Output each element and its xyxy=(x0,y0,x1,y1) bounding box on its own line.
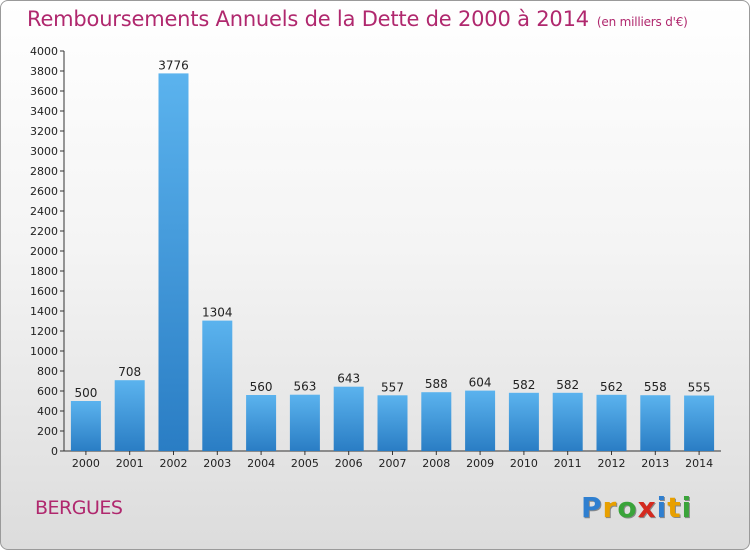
chart-title-text: Remboursements Annuels de la Dette de 20… xyxy=(27,7,589,31)
data-label: 563 xyxy=(293,380,316,394)
x-tick-label: 2007 xyxy=(379,457,407,470)
y-tick-label: 600 xyxy=(37,385,58,398)
x-tick-label: 2000 xyxy=(72,457,100,470)
bar xyxy=(508,392,539,451)
y-tick-label: 2800 xyxy=(30,165,58,178)
data-label: 562 xyxy=(600,380,623,394)
bar xyxy=(246,395,277,451)
logo-letter: i xyxy=(681,491,693,524)
data-label: 708 xyxy=(118,365,141,379)
y-tick-label: 1800 xyxy=(30,265,58,278)
y-tick-label: 2200 xyxy=(30,225,58,238)
y-tick-label: 3600 xyxy=(30,85,58,98)
y-tick-label: 3400 xyxy=(30,105,58,118)
bar xyxy=(289,394,320,451)
x-tick-label: 2003 xyxy=(203,457,231,470)
y-tick-label: 2400 xyxy=(30,205,58,218)
y-tick-label: 2000 xyxy=(30,245,58,258)
data-label: 588 xyxy=(425,377,448,391)
chart-axes: 0 200 400 600 800 1000 1200 1400 1600 1800 2000 220… xyxy=(30,45,721,470)
data-label: 643 xyxy=(337,372,360,386)
y-tick-label: 2600 xyxy=(30,185,58,198)
bar xyxy=(114,380,145,451)
bar xyxy=(421,392,452,451)
bar xyxy=(596,394,627,451)
y-tick-label: 3000 xyxy=(30,145,58,158)
chart-data-labels: 500 708 3776 1304 560 563 643 557 588 604 582 582 56… xyxy=(74,58,710,400)
y-tick-label: 3200 xyxy=(30,125,58,138)
y-tick-label: 200 xyxy=(37,425,58,438)
logo-letter: x xyxy=(637,491,657,524)
data-label: 582 xyxy=(556,378,579,392)
y-tick-label: 800 xyxy=(37,365,58,378)
logo-letter: P xyxy=(581,491,603,524)
x-tick-label: 2013 xyxy=(641,457,669,470)
bar xyxy=(684,395,715,451)
data-label: 604 xyxy=(469,376,492,390)
bar xyxy=(640,395,671,451)
y-tick-label: 1200 xyxy=(30,325,58,338)
data-label: 500 xyxy=(74,386,97,400)
town-name: BERGUES xyxy=(35,497,123,519)
data-label: 560 xyxy=(250,380,273,394)
data-label: 1304 xyxy=(202,306,233,320)
x-tick-label: 2008 xyxy=(422,457,450,470)
y-tick-label: 1400 xyxy=(30,305,58,318)
x-tick-label: 2002 xyxy=(160,457,188,470)
x-tick-label: 2001 xyxy=(116,457,144,470)
x-tick-label: 2010 xyxy=(510,457,538,470)
y-tick-label: 3800 xyxy=(30,65,58,78)
x-tick-label: 2005 xyxy=(291,457,319,470)
bar xyxy=(70,401,101,451)
bar xyxy=(552,392,583,451)
y-tick-label: 1000 xyxy=(30,345,58,358)
bar xyxy=(333,386,364,451)
chart-bars xyxy=(70,73,715,452)
chart-title: Remboursements Annuels de la Dette de 20… xyxy=(27,7,688,31)
logo-letter: t xyxy=(667,491,682,524)
y-tick-label: 1600 xyxy=(30,285,58,298)
y-tick-label: 0 xyxy=(51,445,58,458)
x-tick-label: 2012 xyxy=(598,457,626,470)
data-label: 558 xyxy=(644,380,667,394)
y-tick-label: 4000 xyxy=(30,45,58,58)
y-tick-label: 400 xyxy=(37,405,58,418)
bar xyxy=(377,395,408,451)
bar xyxy=(158,73,189,452)
chart-unit-label: (en milliers d'€) xyxy=(596,15,688,29)
x-tick-label: 2009 xyxy=(466,457,494,470)
proxiti-logo[interactable]: Proxiti xyxy=(581,491,692,524)
bar xyxy=(202,320,233,451)
logo-letter: o xyxy=(617,491,638,524)
x-tick-label: 2014 xyxy=(685,457,713,470)
data-label: 3776 xyxy=(158,58,189,72)
x-tick-label: 2011 xyxy=(554,457,582,470)
data-label: 555 xyxy=(688,381,711,395)
x-tick-label: 2006 xyxy=(335,457,363,470)
bar xyxy=(465,390,496,451)
logo-letter: r xyxy=(602,491,618,524)
data-label: 557 xyxy=(381,380,404,394)
x-tick-label: 2004 xyxy=(247,457,275,470)
logo-letter: i xyxy=(656,491,668,524)
data-label: 582 xyxy=(512,378,535,392)
